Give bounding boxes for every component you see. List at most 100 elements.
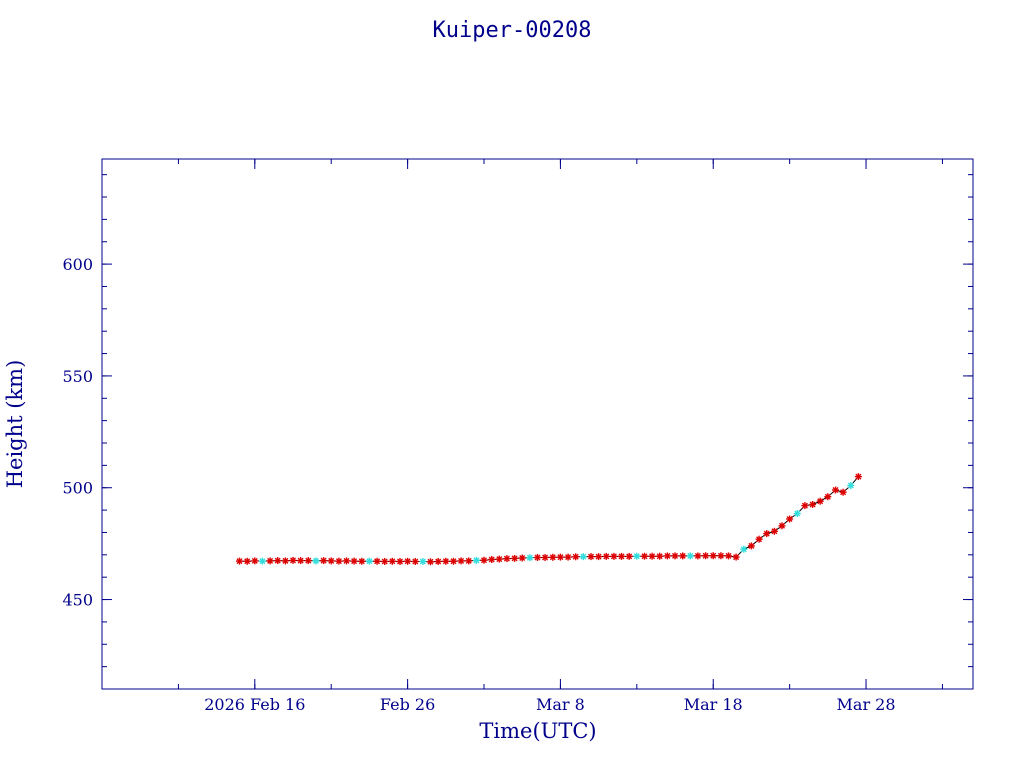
data-point-stroke <box>366 558 373 565</box>
data-point <box>602 552 610 560</box>
data-point <box>388 557 396 565</box>
data-point-stroke <box>633 553 640 560</box>
chart-title: Kuiper-00208 <box>433 18 592 43</box>
data-point <box>312 557 320 565</box>
data-point-stroke <box>442 558 449 565</box>
x-axis-label: Time(UTC) <box>479 719 596 743</box>
data-point-stroke <box>496 556 503 563</box>
x-tick-label: Mar 28 <box>837 695 896 714</box>
data-point-stroke <box>801 502 808 509</box>
data-point-stroke <box>312 557 319 564</box>
data-point <box>717 552 725 560</box>
data-point <box>816 497 824 505</box>
data-point-stroke <box>389 558 396 565</box>
data-point <box>526 554 534 562</box>
data-point-stroke <box>458 557 465 564</box>
data-point-stroke <box>274 557 281 564</box>
data-point-stroke <box>328 557 335 564</box>
data-point-stroke <box>511 555 518 562</box>
data-point-stroke <box>351 558 358 565</box>
data-point <box>350 557 358 565</box>
data-point-stroke <box>771 528 778 535</box>
data-point-stroke <box>450 558 457 565</box>
data-point-stroke <box>588 553 594 560</box>
data-point <box>358 557 366 565</box>
data-point-stroke <box>733 554 740 561</box>
data-point <box>518 554 526 562</box>
data-point <box>251 557 259 565</box>
data-point-stroke <box>412 558 419 565</box>
data-point-stroke <box>549 554 556 561</box>
data-point-stroke <box>526 554 533 561</box>
data-point-stroke <box>656 553 663 560</box>
data-point <box>297 557 305 565</box>
data-point <box>618 552 625 560</box>
data-point-stroke <box>542 554 549 561</box>
data-point-stroke <box>343 557 350 564</box>
data-point <box>289 556 297 564</box>
data-point <box>304 557 312 565</box>
data-point-stroke <box>740 546 747 553</box>
data-point <box>495 555 503 563</box>
data-point <box>709 552 717 560</box>
data-point-stroke <box>748 542 755 549</box>
y-tick-label: 450 <box>62 591 93 610</box>
data-point <box>671 552 679 560</box>
x-tick-label: Mar 18 <box>684 695 743 714</box>
data-point-stroke <box>358 558 365 565</box>
data-point-stroke <box>817 498 824 505</box>
data-point <box>327 557 335 565</box>
x-tick-label: Feb 26 <box>380 695 435 714</box>
data-point-stroke <box>435 558 442 565</box>
data-point <box>564 553 572 561</box>
data-point <box>763 530 771 538</box>
series-line-group <box>239 476 859 563</box>
data-point <box>511 554 519 562</box>
data-point <box>480 556 488 564</box>
data-point-stroke <box>565 554 572 561</box>
data-point-stroke <box>267 557 274 564</box>
data-point-stroke <box>855 473 862 480</box>
y-tick-label: 500 <box>62 479 93 498</box>
data-point <box>740 545 748 553</box>
data-point <box>648 552 656 560</box>
data-point-stroke <box>717 552 724 559</box>
axis-tick-labels: 2026 Feb 16 Feb 26 Mar 8 Mar 18 Mar 28 450 500… <box>62 255 895 714</box>
data-point <box>434 558 442 565</box>
data-point-stroke <box>473 557 480 564</box>
data-point <box>457 557 465 565</box>
data-point-stroke <box>664 552 671 559</box>
data-point-stroke <box>320 557 327 564</box>
data-point <box>587 553 595 561</box>
data-point-stroke <box>694 552 701 559</box>
data-point <box>610 552 618 560</box>
data-point-stroke <box>290 557 296 564</box>
data-point <box>556 553 564 561</box>
series-line <box>239 476 859 563</box>
data-point <box>625 552 633 560</box>
data-point-stroke <box>251 557 258 564</box>
data-point-stroke <box>427 558 434 565</box>
data-point-stroke <box>618 553 625 560</box>
data-point <box>832 486 839 494</box>
data-point <box>793 510 801 517</box>
data-point-stroke <box>297 557 304 564</box>
data-point-stroke <box>710 552 717 559</box>
data-point <box>488 556 496 563</box>
data-point-stroke <box>259 558 266 565</box>
x-tick-label: Mar 8 <box>536 695 585 714</box>
data-point-stroke <box>244 558 251 565</box>
data-point-stroke <box>603 553 610 560</box>
x-tick-label: 2026 Feb 16 <box>204 695 305 714</box>
data-point <box>725 552 732 560</box>
data-point <box>274 557 282 565</box>
data-point <box>755 535 763 543</box>
data-point-stroke <box>672 552 678 559</box>
data-point <box>732 553 740 561</box>
data-point-stroke <box>824 493 831 500</box>
data-point-stroke <box>419 558 426 565</box>
data-point-stroke <box>847 482 854 489</box>
data-point-stroke <box>840 489 847 496</box>
data-point <box>320 557 328 565</box>
axis-ticks <box>101 159 973 689</box>
